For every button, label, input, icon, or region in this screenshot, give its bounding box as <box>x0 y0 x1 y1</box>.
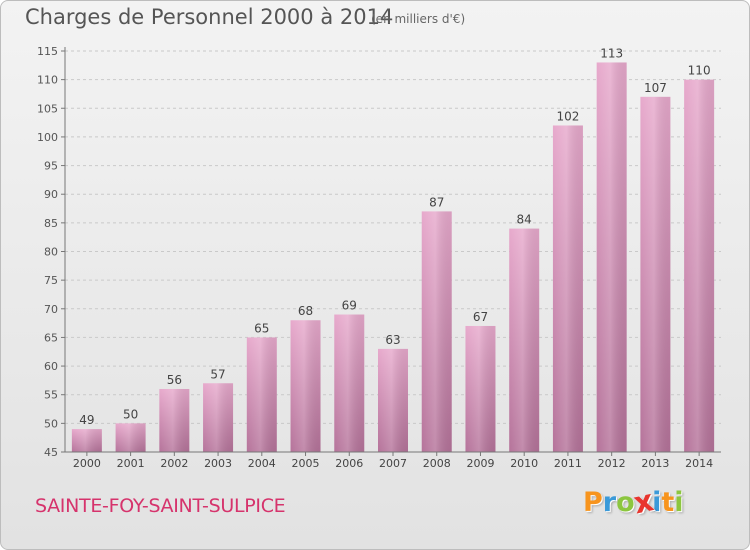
logo-letter: i <box>652 487 662 518</box>
bar-shine-2008 <box>421 211 452 452</box>
y-tick-label: 110 <box>37 74 58 87</box>
logo-letter: i <box>674 487 684 518</box>
x-tick-label-2012: 2012 <box>598 457 626 470</box>
y-tick-label: 45 <box>44 446 58 459</box>
x-tick-label-2001: 2001 <box>117 457 145 470</box>
bar-shine-2007 <box>378 348 408 452</box>
bars <box>71 62 715 453</box>
data-labels: 49 50 56 57 65 68 69 63 87 67 84 102 113 107 110 <box>79 46 710 427</box>
data-label-2001: 50 <box>123 407 138 421</box>
chart-subtitle: (en milliers d'€) <box>371 12 466 26</box>
x-tick-label-2008: 2008 <box>423 457 451 470</box>
bar-shine-2004 <box>246 337 277 452</box>
y-tick-label: 85 <box>44 217 58 230</box>
x-tick-label-2009: 2009 <box>466 457 494 470</box>
x-tick-label-2002: 2002 <box>160 457 188 470</box>
data-label-2006: 69 <box>342 299 357 313</box>
data-label-2003: 57 <box>210 367 225 381</box>
data-label-2004: 65 <box>254 321 269 335</box>
x-tick-label-2006: 2006 <box>335 457 363 470</box>
y-tick-label: 75 <box>44 274 58 287</box>
logo-letter: t <box>661 487 675 518</box>
x-tick-label-2010: 2010 <box>510 457 538 470</box>
data-label-2012: 113 <box>600 46 623 60</box>
logo-letter: P <box>583 487 603 518</box>
y-tick-label: 90 <box>44 188 58 201</box>
bar-shine-2006 <box>334 314 365 452</box>
bar-shine-2001 <box>115 423 146 452</box>
data-label-2010: 84 <box>517 213 532 227</box>
y-tick-label: 100 <box>37 131 58 144</box>
data-label-2002: 56 <box>167 373 182 387</box>
data-label-2009: 67 <box>473 310 488 324</box>
bar-shine-2005 <box>290 320 321 452</box>
bar-shine-2014 <box>684 79 715 453</box>
data-label-2005: 68 <box>298 304 313 318</box>
data-label-2000: 49 <box>79 413 94 427</box>
x-tick-label-2007: 2007 <box>379 457 407 470</box>
data-label-2011: 102 <box>556 109 579 123</box>
x-tick-label-2005: 2005 <box>292 457 320 470</box>
bar-shine-2012 <box>596 62 627 452</box>
y-tick-label: 50 <box>44 417 58 430</box>
commune-name: SAINTE-FOY-SAINT-SULPICE <box>35 495 286 517</box>
y-tick-labels: 45 50 55 60 65 70 75 80 85 90 95 100 105 110 115 <box>37 45 58 459</box>
x-tick-label-2000: 2000 <box>73 457 101 470</box>
x-tick-labels: 2000 2001 2002 2003 2004 2005 2006 2007 2008 2009… <box>73 457 713 470</box>
chart-title: Charges de Personnel 2000 à 2014 <box>25 5 394 29</box>
bar-shine-2000 <box>71 429 102 452</box>
y-tick-label: 60 <box>44 360 58 373</box>
bar-shine-2009 <box>465 325 496 452</box>
y-tick-label: 115 <box>37 45 58 58</box>
bar-shine-2010 <box>509 228 540 452</box>
bar-shine-2013 <box>640 96 671 452</box>
bar-shine-2003 <box>203 383 234 452</box>
bar-shine-2011 <box>552 125 583 452</box>
y-tick-label: 65 <box>44 331 58 344</box>
proxiti-logo: Proxiti <box>583 484 684 521</box>
y-tick-label: 95 <box>44 160 58 173</box>
x-tick-label-2013: 2013 <box>641 457 669 470</box>
y-tick-label: 70 <box>44 303 58 316</box>
y-tick-label: 55 <box>44 389 58 402</box>
data-label-2007: 63 <box>385 333 400 347</box>
logo-letter: o <box>616 487 635 518</box>
x-tick-label-2004: 2004 <box>248 457 276 470</box>
data-label-2014: 110 <box>688 64 711 78</box>
y-tick-label: 105 <box>37 102 58 115</box>
y-tick-label: 80 <box>44 246 58 259</box>
axes <box>64 47 721 456</box>
data-label-2013: 107 <box>644 81 667 95</box>
x-tick-label-2014: 2014 <box>685 457 713 470</box>
logo-letter: r <box>602 487 617 518</box>
data-label-2008: 87 <box>429 195 444 209</box>
x-tick-label-2011: 2011 <box>554 457 582 470</box>
bar-shine-2002 <box>159 388 190 452</box>
x-tick-label-2003: 2003 <box>204 457 232 470</box>
